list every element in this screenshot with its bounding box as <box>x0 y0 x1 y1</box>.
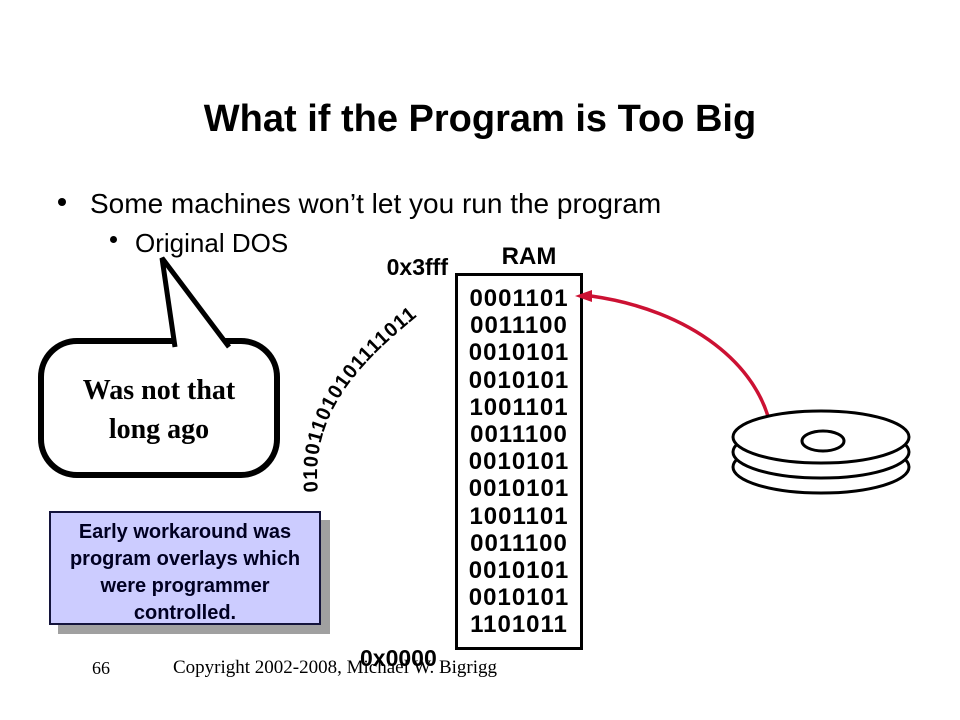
binary-arc-text: 010011010101111011 <box>300 302 421 493</box>
ram-row: 0011100 <box>470 529 568 557</box>
disk-icon <box>731 409 911 495</box>
bullet-dot <box>58 198 66 206</box>
bullet-dot <box>110 236 117 243</box>
ram-row: 0010101 <box>468 339 570 367</box>
slide-title: What if the Program is Too Big <box>203 98 757 140</box>
ram-row: 0001101 <box>469 285 569 312</box>
ram-box: 0001101 0011100 0010101 0010101 1001101 00111… <box>455 273 583 650</box>
ram-row: 1001101 <box>469 502 569 530</box>
transfer-arrowhead-icon <box>575 290 592 302</box>
ram-row: 0010101 <box>468 557 570 585</box>
ram-row: 0010101 <box>468 366 570 394</box>
ram-row: 1101011 <box>470 611 568 639</box>
ram-row: 1001101 <box>469 393 569 421</box>
ram-row: 0011100 <box>470 421 568 449</box>
note-line: were programmer <box>100 575 270 597</box>
speech-bubble <box>38 338 280 478</box>
ram-row: 0011100 <box>470 312 568 340</box>
disk-hole <box>800 429 846 453</box>
callout-text: Was not that long ago <box>40 371 278 449</box>
ram-row: 0010101 <box>468 475 570 503</box>
bullet-sub: Original DOS <box>135 228 289 258</box>
note-line: Early workaround was <box>78 521 292 543</box>
transfer-arrow <box>589 294 774 436</box>
callout-line: long ago <box>108 414 210 445</box>
speech-bubble-tail-icon <box>159 256 231 349</box>
note-line: controlled. <box>133 602 237 624</box>
bullet-main: Some machines won’t let you run the prog… <box>90 188 662 219</box>
note-line: program overlays which <box>69 548 301 570</box>
note-box: Early workaround was program overlays whi… <box>49 511 321 625</box>
ram-label: RAM <box>501 243 557 270</box>
ram-address-top: 0x3fff <box>386 254 448 280</box>
ram-row: 0010101 <box>468 584 570 612</box>
footer-page-number: 66 <box>92 658 110 678</box>
ram-row: 0010101 <box>468 448 570 476</box>
callout-line: Was not that <box>82 375 236 406</box>
footer-copyright: Copyright 2002-2008, Michael W. Bigrigg <box>173 657 498 678</box>
ram-address-bottom: 0x0000 <box>360 645 437 671</box>
